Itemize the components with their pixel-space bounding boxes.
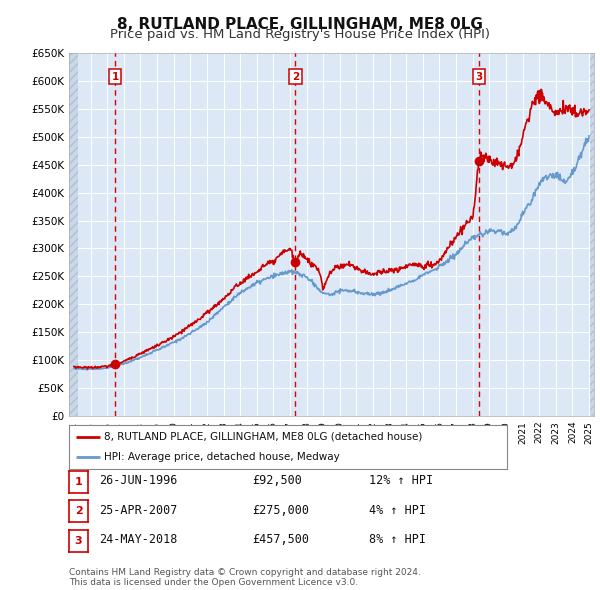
Text: Contains HM Land Registry data © Crown copyright and database right 2024.
This d: Contains HM Land Registry data © Crown c… — [69, 568, 421, 587]
Text: HPI: Average price, detached house, Medway: HPI: Average price, detached house, Medw… — [104, 452, 340, 462]
Text: 4% ↑ HPI: 4% ↑ HPI — [369, 504, 426, 517]
Text: 1: 1 — [112, 72, 119, 81]
Text: 2: 2 — [75, 506, 82, 516]
Text: 24-MAY-2018: 24-MAY-2018 — [99, 533, 178, 546]
Text: 3: 3 — [75, 536, 82, 546]
Text: 1: 1 — [75, 477, 82, 487]
Text: £457,500: £457,500 — [252, 533, 309, 546]
Text: 8, RUTLAND PLACE, GILLINGHAM, ME8 0LG (detached house): 8, RUTLAND PLACE, GILLINGHAM, ME8 0LG (d… — [104, 432, 422, 442]
Text: £275,000: £275,000 — [252, 504, 309, 517]
Text: Price paid vs. HM Land Registry's House Price Index (HPI): Price paid vs. HM Land Registry's House … — [110, 28, 490, 41]
Text: 26-JUN-1996: 26-JUN-1996 — [99, 474, 178, 487]
Text: 8% ↑ HPI: 8% ↑ HPI — [369, 533, 426, 546]
Text: 12% ↑ HPI: 12% ↑ HPI — [369, 474, 433, 487]
Text: 2: 2 — [292, 72, 299, 81]
Bar — [69, 53, 78, 416]
Bar — [590, 53, 594, 416]
Text: 8, RUTLAND PLACE, GILLINGHAM, ME8 0LG: 8, RUTLAND PLACE, GILLINGHAM, ME8 0LG — [117, 17, 483, 31]
Text: 3: 3 — [476, 72, 483, 81]
Text: £92,500: £92,500 — [252, 474, 302, 487]
Text: 25-APR-2007: 25-APR-2007 — [99, 504, 178, 517]
